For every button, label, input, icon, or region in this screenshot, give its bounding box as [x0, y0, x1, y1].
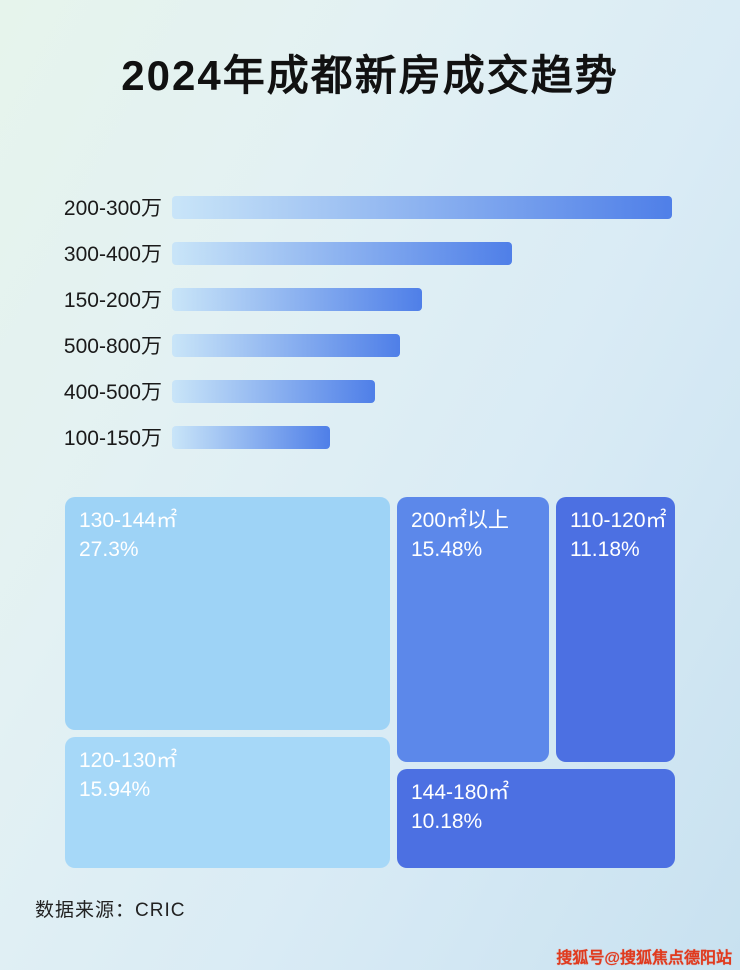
bar	[172, 241, 512, 265]
bar-track	[172, 287, 672, 311]
tile-value: 11.18%	[570, 538, 640, 562]
tile-value: 10.18%	[411, 810, 483, 834]
watermark: 搜狐号@搜狐焦点德阳站	[556, 950, 732, 967]
bar	[172, 425, 330, 449]
area-size-treemap: 130-144㎡ 27.3% 200㎡以上 15.48% 110-120㎡ 11…	[65, 497, 675, 868]
bar-track	[172, 241, 672, 265]
bar-row: 400-500万	[40, 368, 672, 414]
bar-row: 300-400万	[40, 230, 672, 276]
data-source: 数据来源：CRIC	[35, 900, 186, 921]
bar-label: 100-150万	[63, 427, 162, 450]
bar-track	[172, 195, 672, 219]
treemap-tile: 130-144㎡ 27.3%	[65, 497, 390, 730]
bar-track	[172, 333, 672, 357]
treemap-tile: 144-180㎡ 10.18%	[397, 769, 675, 868]
tile-label: 110-120㎡	[570, 509, 667, 532]
bar-label: 400-500万	[63, 381, 162, 404]
bar-label: 300-400万	[63, 243, 162, 266]
bar-label: 200-300万	[63, 197, 162, 220]
bar-row: 200-300万	[40, 184, 672, 230]
page-title: 2024年成都新房成交趋势	[121, 52, 619, 99]
treemap-tile: 120-130㎡ 15.94%	[65, 737, 390, 868]
bar-track	[172, 425, 672, 449]
bar-row: 150-200万	[40, 276, 672, 322]
bar-track	[172, 379, 672, 403]
bar	[172, 287, 422, 311]
treemap-tile: 110-120㎡ 11.18%	[556, 497, 675, 762]
tile-value: 27.3%	[79, 538, 139, 562]
tile-label: 200㎡以上	[411, 509, 510, 532]
treemap-tile: 200㎡以上 15.48%	[397, 497, 549, 762]
bar	[172, 195, 672, 219]
bar-label: 500-800万	[63, 335, 162, 358]
bar-label: 150-200万	[63, 289, 162, 312]
tile-label: 130-144㎡	[79, 509, 178, 532]
tile-label: 144-180㎡	[411, 781, 510, 804]
bar	[172, 333, 400, 357]
bar-row: 500-800万	[40, 322, 672, 368]
price-band-bar-chart: 200-300万 300-400万 150-200万 500-800万 400-…	[40, 184, 672, 460]
tile-value: 15.94%	[79, 778, 151, 802]
bar-row: 100-150万	[40, 414, 672, 460]
tile-label: 120-130㎡	[79, 749, 178, 772]
bar	[172, 379, 375, 403]
tile-value: 15.48%	[411, 538, 483, 562]
